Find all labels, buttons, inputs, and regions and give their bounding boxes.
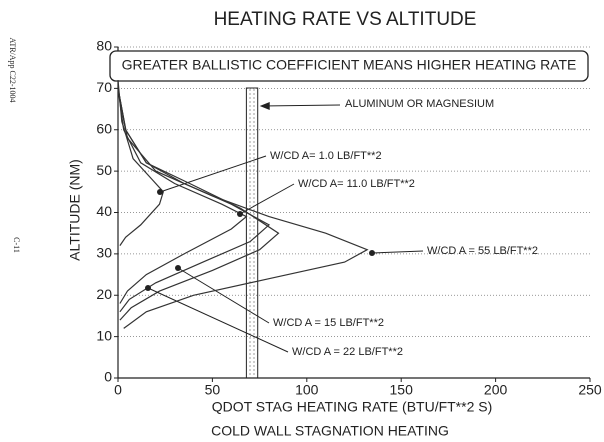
y-tick-label: 40 — [96, 203, 112, 219]
y-tick-label: 10 — [96, 327, 112, 343]
side-note: ATR/App C22-1004 — [8, 37, 17, 102]
x-axis-label: QDOT STAG HEATING RATE (BTU/FT**2 S) — [212, 399, 493, 415]
arrowhead — [175, 265, 181, 271]
label-arrow — [159, 155, 267, 193]
series-line — [117, 88, 369, 329]
box-note: GREATER BALLISTIC COEFFICIENT MEANS HIGH… — [122, 57, 577, 73]
arrowhead — [237, 211, 243, 217]
chart-title: HEATING RATE VS ALTITUDE — [214, 9, 477, 30]
x-tick-label: 250 — [578, 382, 602, 398]
y-tick-label: 80 — [96, 38, 112, 54]
series-label: W/CD A = 55 LB/FT**2 — [427, 245, 538, 257]
y-tick-label: 50 — [96, 162, 112, 178]
y-tick-label: 0 — [104, 369, 112, 385]
label-arrow — [147, 287, 289, 353]
subtitle: COLD WALL STAGNATION HEATING — [211, 423, 449, 439]
y-tick-label: 30 — [96, 245, 112, 261]
arrowhead — [259, 102, 270, 110]
series-line — [117, 88, 248, 304]
y-tick-label: 70 — [96, 79, 112, 95]
label-arrow — [371, 250, 424, 254]
series-label: W/CD A = 15 LB/FT**2 — [273, 317, 384, 329]
band-arrow — [261, 104, 341, 107]
y-axis-label: ALTITUDE (NM) — [67, 159, 83, 261]
x-tick-label: 200 — [484, 382, 508, 398]
y-tick-label: 60 — [96, 120, 112, 136]
x-tick-label: 0 — [114, 382, 122, 398]
material-band — [245, 87, 259, 379]
arrowhead — [157, 189, 163, 195]
series-label: W/CD A= 11.0 LB/FT**2 — [298, 178, 415, 190]
label-arrow — [177, 267, 270, 324]
note-box — [109, 50, 589, 82]
x-tick-label: 50 — [205, 382, 221, 398]
x-tick-label: 150 — [390, 382, 414, 398]
series-label: W/CD A = 22 LB/FT**2 — [292, 346, 403, 358]
y-tick-label: 20 — [96, 286, 112, 302]
arrowhead — [145, 285, 151, 291]
x-tick-label: 100 — [295, 382, 319, 398]
arrowhead — [369, 250, 375, 256]
side-note: C-11 — [12, 237, 21, 253]
band-label: ALUMINUM OR MAGNESIUM — [345, 98, 494, 110]
series-label: W/CD A= 1.0 LB/FT**2 — [270, 150, 382, 162]
